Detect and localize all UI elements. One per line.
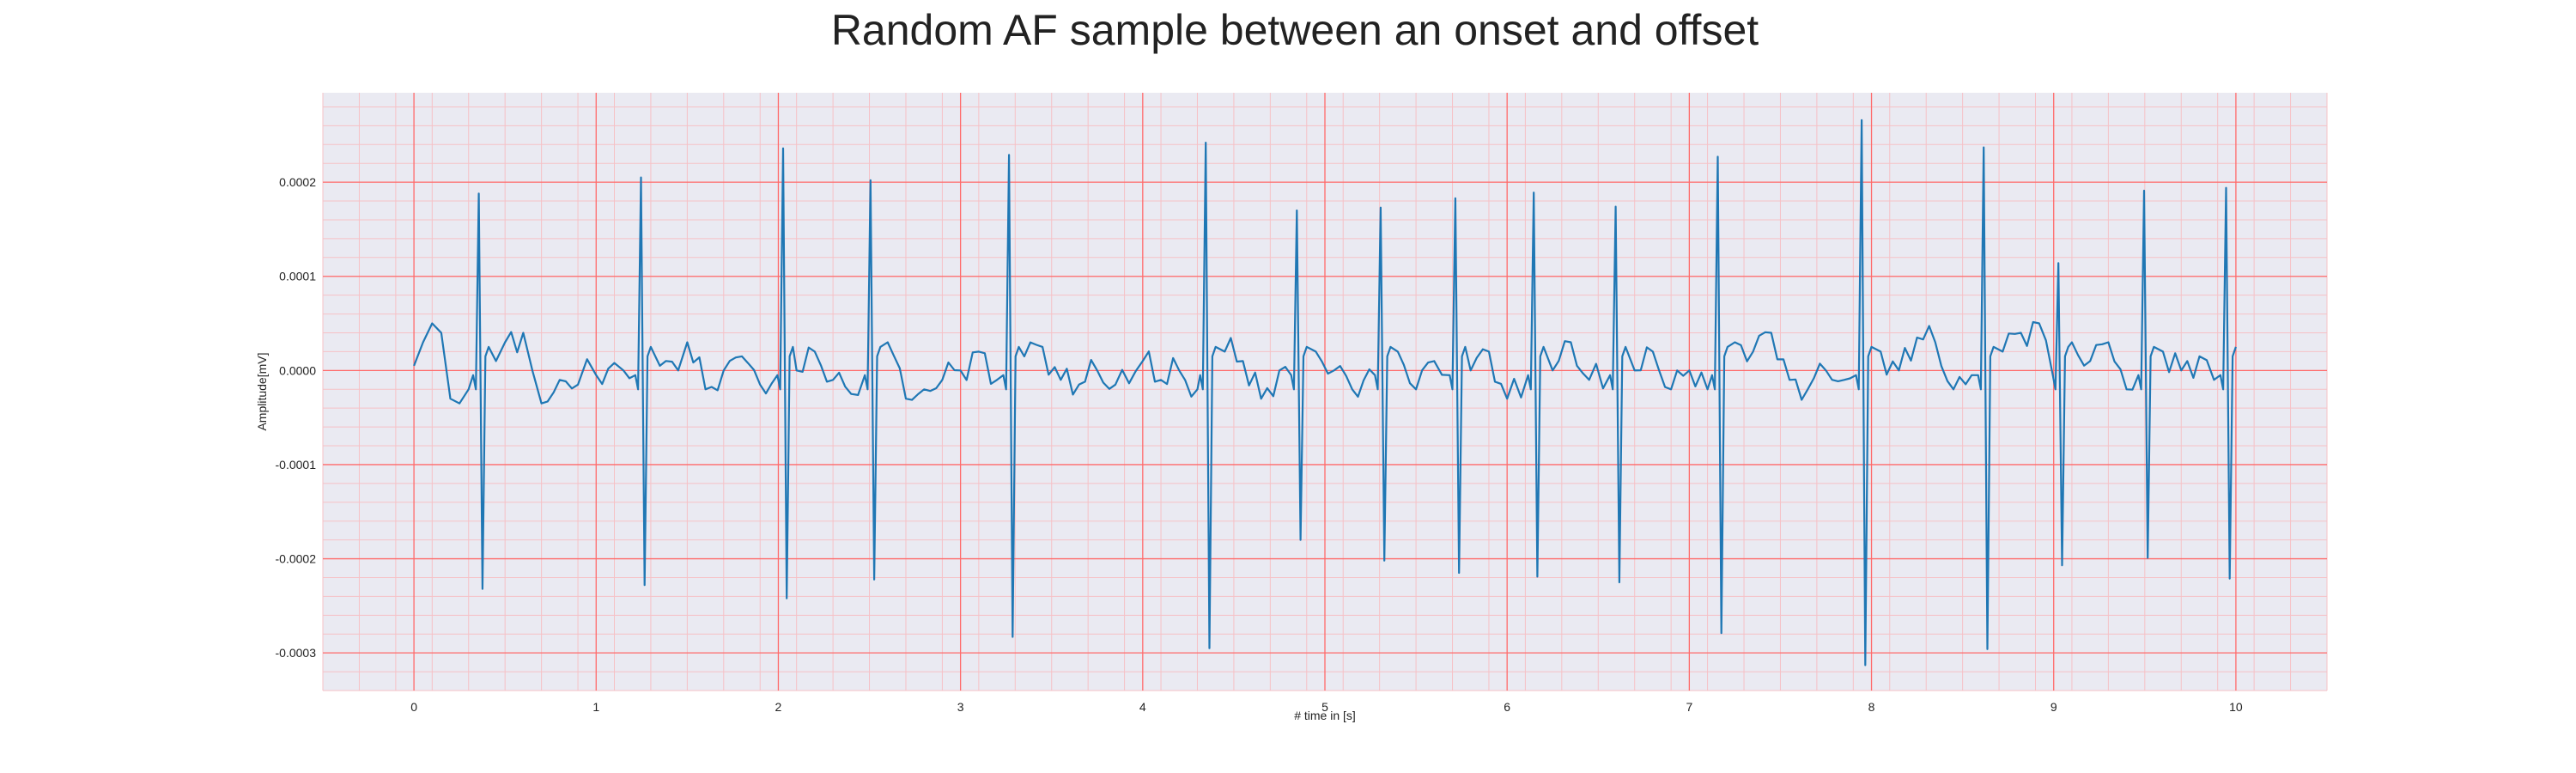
x-tick-label: 3	[957, 700, 964, 714]
y-tick-label: -0.0003	[276, 646, 317, 660]
x-tick-label: 0	[410, 700, 417, 714]
y-ticks: -0.0003 -0.0002 -0.0001 0.0000 0.0001 0.0002	[276, 175, 317, 660]
y-tick-label: 0.0000	[279, 363, 316, 377]
y-tick-label: -0.0001	[276, 458, 317, 472]
x-axis-label: # time in [s]	[1294, 709, 1356, 722]
major-grid	[323, 93, 2327, 691]
x-tick-label: 9	[2050, 700, 2057, 714]
chart-title: Random AF sample between an onset and of…	[831, 6, 1759, 54]
y-axis-label: Amplitude[mV]	[255, 352, 269, 430]
x-tick-label: 5	[1321, 700, 1328, 714]
x-tick-label: 1	[592, 700, 599, 714]
y-tick-label: 0.0002	[279, 175, 316, 189]
x-tick-label: 4	[1139, 700, 1146, 714]
x-tick-label: 6	[1504, 700, 1510, 714]
x-tick-label: 8	[1868, 700, 1875, 714]
y-tick-label: 0.0001	[279, 270, 316, 283]
x-ticks: 0 1 2 3 4 5 6 7 8 9 10	[410, 700, 2243, 714]
x-tick-label: 2	[775, 700, 782, 714]
y-tick-label: -0.0002	[276, 552, 317, 566]
series-line-ecg	[413, 119, 2237, 666]
x-tick-label: 7	[1686, 700, 1692, 714]
x-tick-label: 10	[2229, 700, 2243, 714]
